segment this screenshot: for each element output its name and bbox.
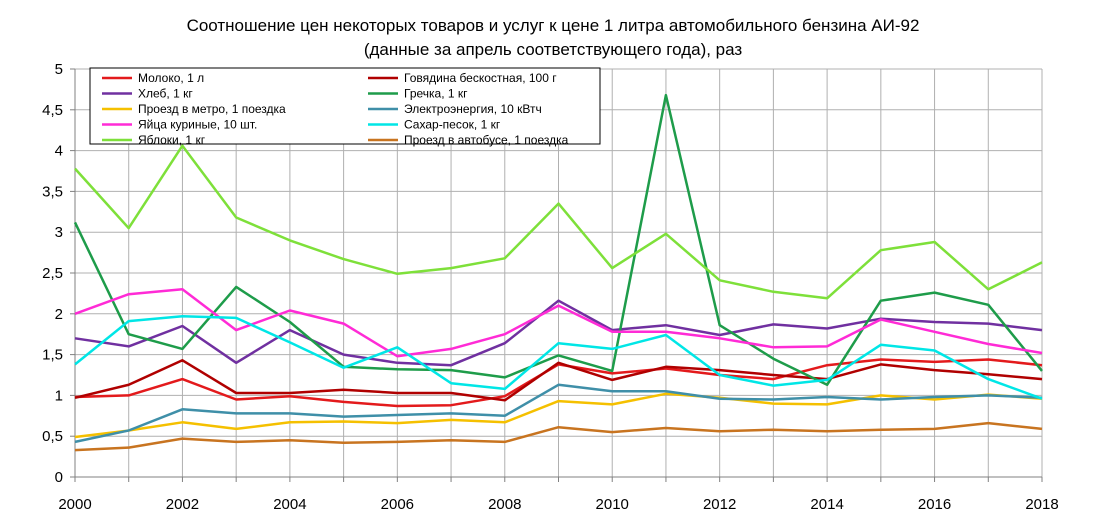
y-tick-label: 0	[55, 469, 63, 486]
legend-label: Электроэнергия, 10 кВтч	[404, 102, 542, 116]
legend-label: Говядина бескостная, 100 г	[404, 71, 557, 85]
x-tick-label: 2006	[381, 496, 414, 513]
chart-title-line-2: (данные за апрель соответствующего года)…	[363, 40, 743, 59]
x-tick-label: 2012	[703, 496, 736, 513]
y-tick-label: 2,5	[42, 265, 63, 282]
series-line-6	[74, 288, 1043, 358]
series-line-1	[74, 359, 1043, 402]
legend-label: Яйца куриные, 10 шт.	[138, 118, 257, 132]
legend-label: Хлеб, 1 кг	[138, 87, 193, 101]
y-tick-label: 3	[55, 224, 63, 241]
chart-title: Соотношение цен некоторых товаров и услу…	[0, 14, 1106, 62]
legend-label: Проезд в метро, 1 поездка	[138, 102, 286, 116]
series-line-8	[74, 144, 1043, 300]
y-tick-label: 1	[55, 387, 63, 404]
x-tick-label: 2018	[1025, 496, 1058, 513]
y-tick-label: 2	[55, 306, 63, 323]
series-line-4	[74, 392, 1043, 439]
legend-label: Гречка, 1 кг	[404, 87, 468, 101]
series-line-9	[74, 421, 1043, 452]
legend-label: Яблоки, 1 кг	[138, 133, 206, 147]
x-tick-label: 2008	[488, 496, 521, 513]
y-tick-label: 1,5	[42, 347, 63, 364]
y-tick-label: 3,5	[42, 183, 63, 200]
legend-label: Молоко, 1 л	[138, 71, 204, 85]
series-lines	[73, 93, 1043, 452]
y-tick-label: 5	[55, 61, 63, 78]
x-tick-label: 2014	[810, 496, 843, 513]
x-tick-label: 2002	[166, 496, 199, 513]
x-tick-label: 2000	[58, 496, 91, 513]
series-line-3	[73, 93, 1043, 387]
legend-label: Сахар-песок, 1 кг	[404, 118, 501, 132]
series-line-7	[74, 314, 1043, 400]
y-tick-label: 0,5	[42, 428, 63, 445]
legend-box	[89, 67, 601, 145]
x-tick-label: 2016	[918, 496, 951, 513]
legend: Молоко, 1 л Говядина бескостная, 100 г Хле…	[89, 67, 601, 147]
x-tick-label: 2004	[273, 496, 306, 513]
axes: 0 0,5 1 1,5 2 2,5 3 3,5 4 4,5 5 2000 2002 2004 2006 200…	[42, 61, 1059, 513]
chart-title-line-1: Соотношение цен некоторых товаров и услу…	[186, 16, 920, 35]
series-line-5	[74, 383, 1043, 444]
x-tick-label: 2010	[596, 496, 629, 513]
y-tick-label: 4	[55, 143, 63, 160]
series-line-0	[74, 358, 1043, 408]
legend-label: Проезд в автобусе, 1 поездка	[404, 133, 569, 147]
y-tick-label: 4,5	[42, 102, 63, 119]
